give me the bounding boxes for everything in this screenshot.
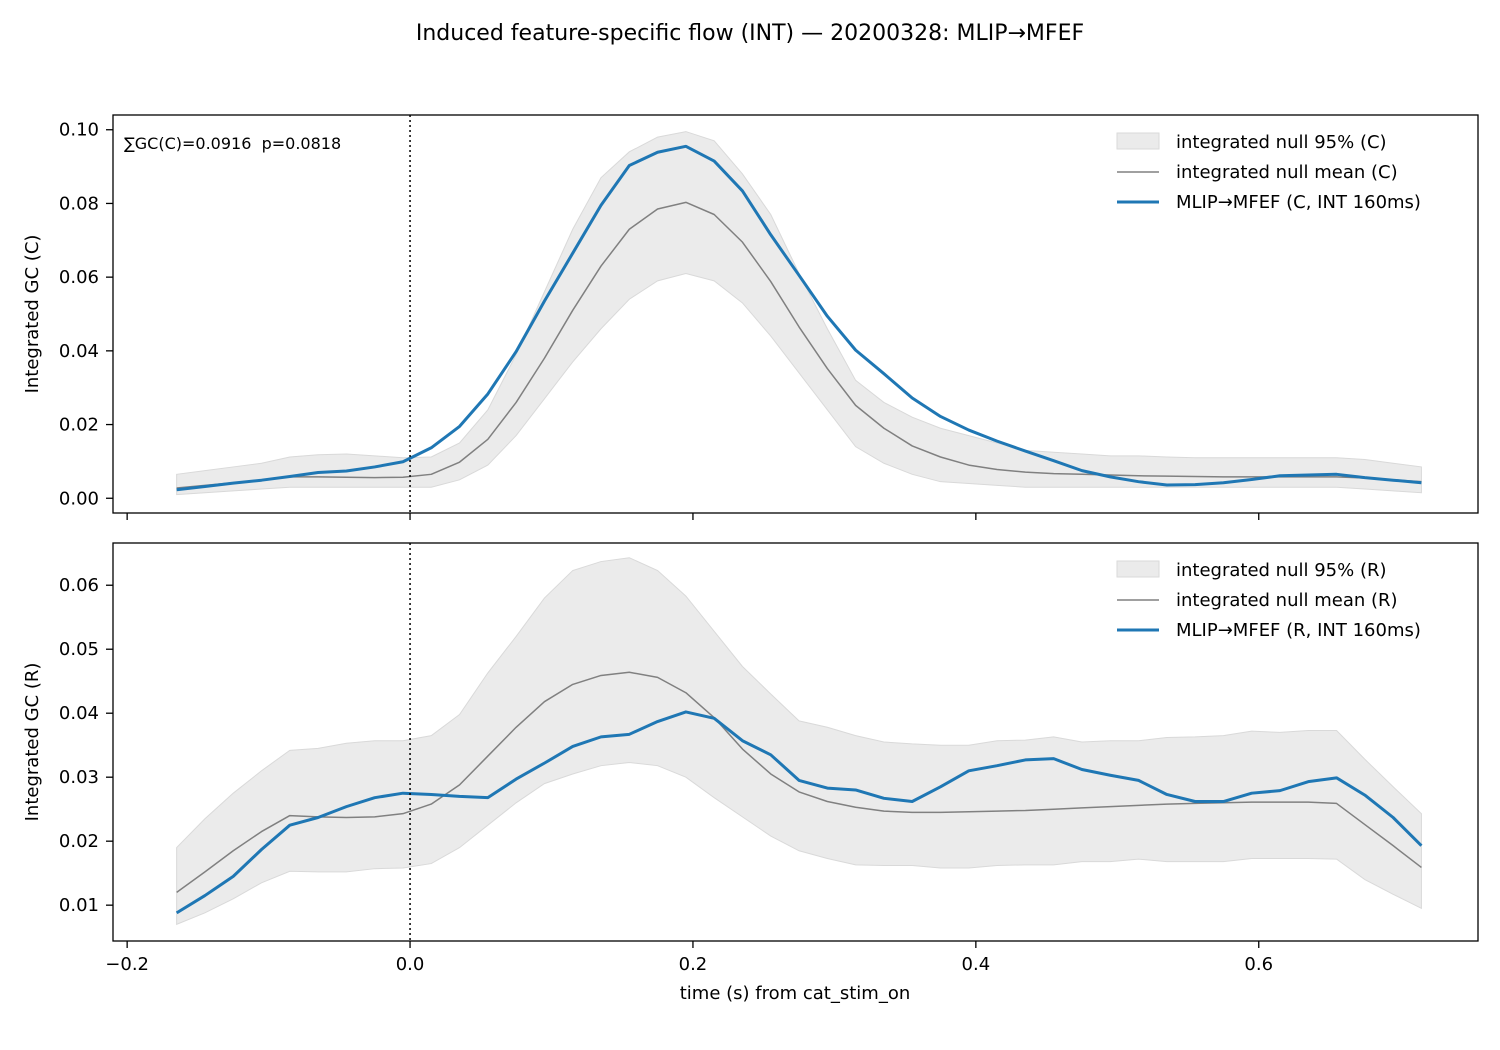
y-tick-label: 0.03 [59, 767, 99, 788]
panel-bottom-frame [112, 542, 1479, 942]
x-tick-label: −0.2 [105, 954, 149, 975]
null-95-band [176, 557, 1422, 926]
panel-bottom-xlabel: time (s) from cat_stim_on [680, 983, 911, 1004]
main-gc-line [176, 144, 1422, 492]
y-tick-label: 0.08 [59, 193, 99, 214]
x-tick-label: 0.4 [962, 954, 991, 975]
panel-bottom-y-ticks: 0.01 0.02 0.03 0.04 0.05 0.06 [59, 575, 113, 916]
panel-bottom-ylabel: Integrated GC (R) [22, 663, 43, 822]
panel-bottom: −0.2 0.0 0.2 0.4 0.6 0.010.020.030.040.050.0… [22, 542, 1479, 1004]
panel-bottom-main-layer [175, 710, 1423, 915]
y-tick-label: 0.06 [59, 575, 99, 596]
y-tick-label: 0.02 [59, 831, 99, 852]
panel-top-annotation: ∑GC(C)=0.0916 p=0.0818 [124, 134, 341, 153]
panel-top-band-layer [176, 131, 1422, 496]
y-tick-label: 0.10 [59, 120, 99, 141]
null-mean-line [176, 201, 1422, 489]
legend-label-band: integrated null 95% (R) [1176, 560, 1387, 581]
figure-title: Induced feature-specific flow (INT) — 20… [416, 21, 1084, 46]
panel-top-frame [112, 114, 1479, 514]
panel-top-ylabel: Integrated GC (C) [22, 235, 43, 394]
legend-swatch-band [1116, 132, 1160, 150]
x-tick-label: 0.6 [1244, 954, 1273, 975]
panel-top-y-ticks: 0.00 0.02 0.04 0.06 0.08 0.10 [59, 120, 113, 509]
main-gc-line [175, 710, 1423, 915]
y-tick-label: 0.01 [59, 895, 99, 916]
y-tick-label: 0.04 [59, 341, 99, 362]
legend-label-null-mean: integrated null mean (C) [1176, 162, 1398, 183]
legend-label-main: MLIP→MFEF (C, INT 160ms) [1176, 192, 1421, 213]
y-tick-label: 0.02 [59, 415, 99, 436]
panel-bottom-band-layer [176, 557, 1422, 926]
panel-top-null-mean-layer [176, 201, 1422, 489]
y-tick-label: 0.06 [59, 267, 99, 288]
x-tick-label: 0.2 [679, 954, 708, 975]
y-tick-label: 0.04 [59, 703, 99, 724]
panel-top-legend: integrated null 95% (C) integrated null … [1116, 132, 1421, 213]
legend-swatch-band [1116, 560, 1160, 578]
panel-bottom-x-ticks: −0.2 0.0 0.2 0.4 0.6 [105, 941, 1273, 975]
panel-top: 0.00 0.02 0.04 0.06 0.08 0.10 Integrated GC (… [22, 114, 1479, 520]
panel-top-main-layer [176, 144, 1422, 492]
y-tick-label: 0.00 [59, 488, 99, 509]
y-tick-label: 0.05 [59, 639, 99, 660]
panel-bottom-legend: integrated null 95% (R) integrated null … [1116, 560, 1421, 641]
panel-top-x-ticks [126, 513, 1260, 520]
legend-label-band: integrated null 95% (C) [1176, 132, 1387, 153]
null-95-band [176, 131, 1422, 496]
legend-label-null-mean: integrated null mean (R) [1176, 590, 1398, 611]
legend-label-main: MLIP→MFEF (R, INT 160ms) [1176, 620, 1421, 641]
x-tick-label: 0.0 [396, 954, 425, 975]
